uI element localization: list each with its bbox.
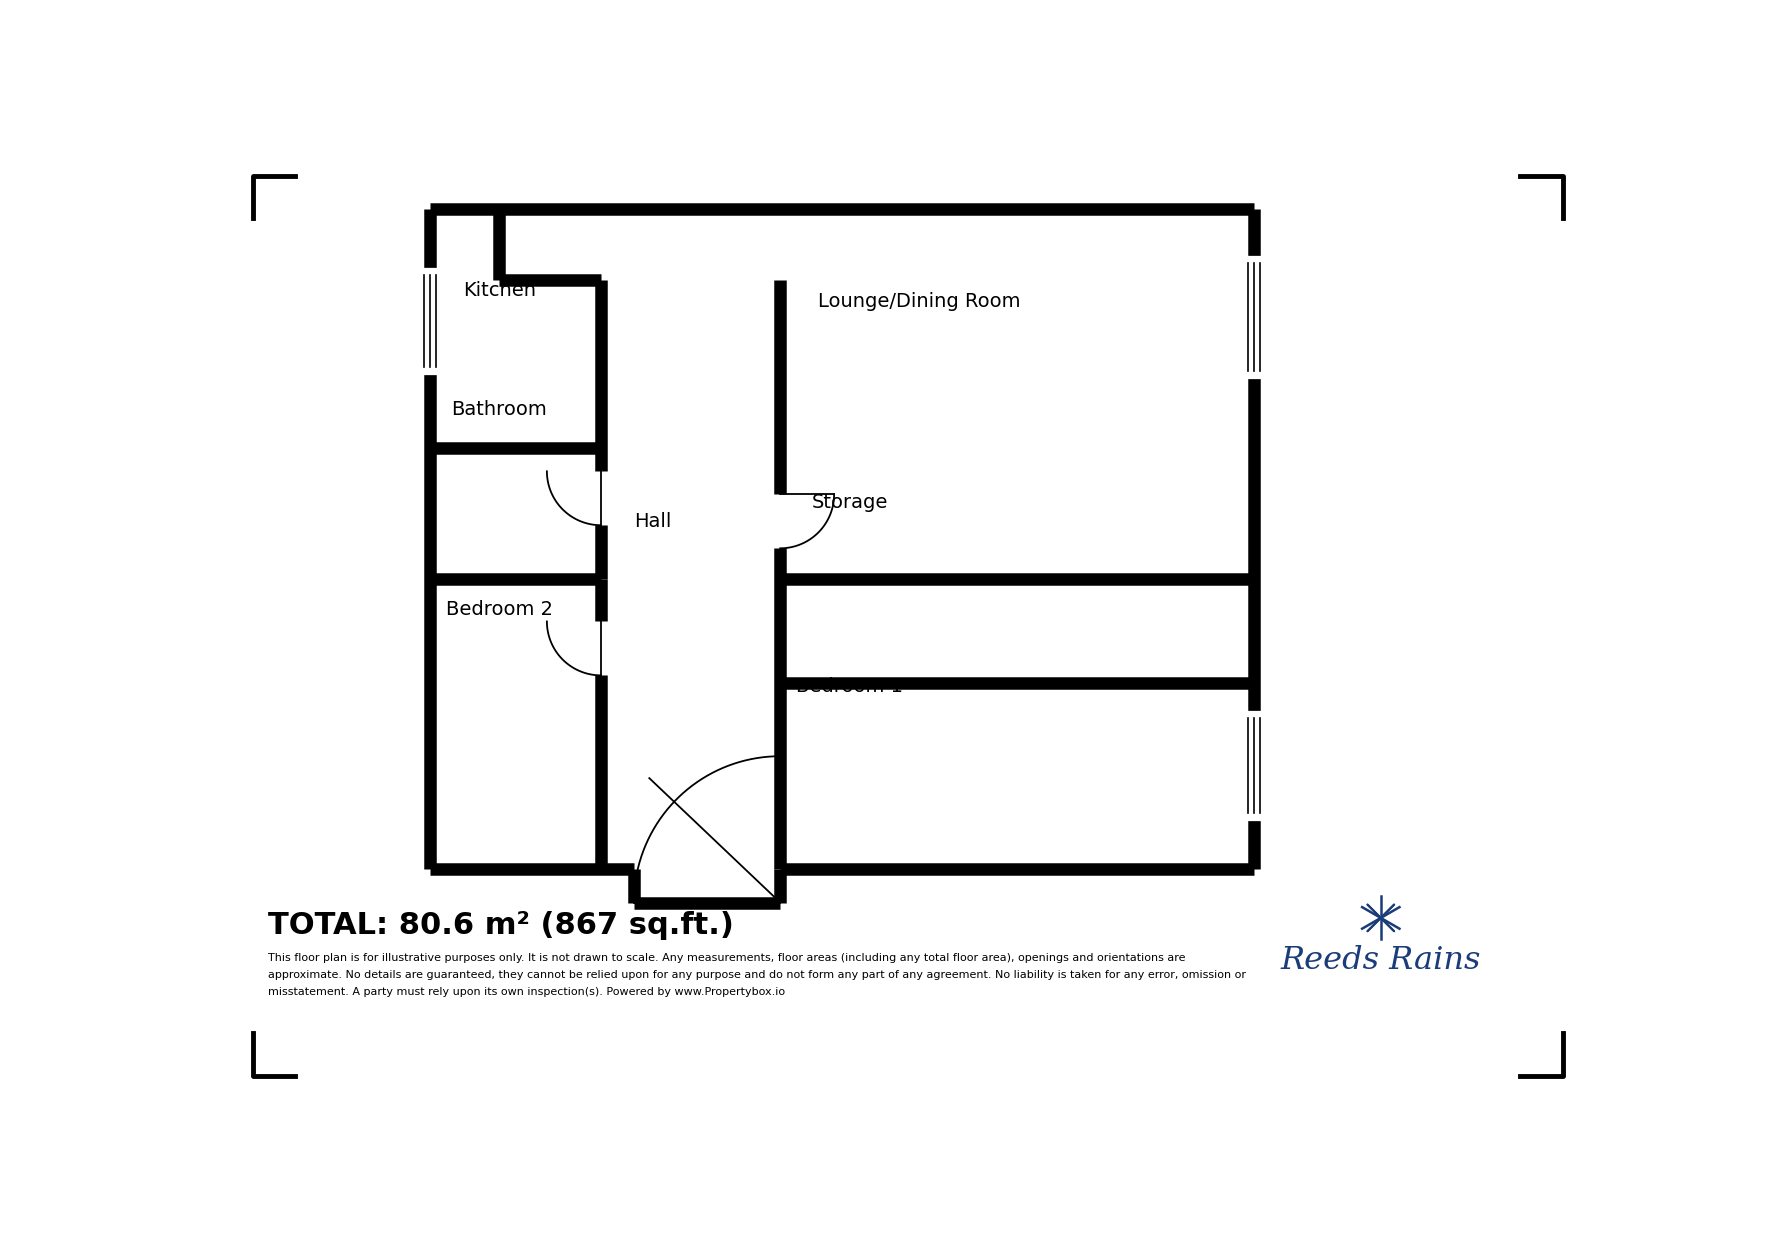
Text: This floor plan is for illustrative purposes only. It is not drawn to scale. Any: This floor plan is for illustrative purp…: [267, 953, 1185, 963]
Text: approximate. No details are guaranteed, they cannot be relied upon for any purpo: approximate. No details are guaranteed, …: [267, 970, 1247, 980]
Text: Kitchen: Kitchen: [462, 281, 535, 300]
Text: Reeds Rains: Reeds Rains: [1280, 945, 1481, 976]
Text: Lounge/Dining Room: Lounge/Dining Room: [818, 292, 1020, 311]
Text: Bedroom 2: Bedroom 2: [446, 601, 553, 620]
Text: Hall: Hall: [634, 512, 671, 530]
Text: misstatement. A party must rely upon its own inspection(s). Powered by www.Prope: misstatement. A party must rely upon its…: [267, 986, 785, 997]
Text: Storage: Storage: [811, 493, 887, 512]
Text: Bathroom: Bathroom: [452, 400, 547, 419]
Text: TOTAL: 80.6 m² (867 sq.ft.): TOTAL: 80.6 m² (867 sq.ft.): [267, 911, 733, 940]
Text: Bedroom 1: Bedroom 1: [795, 678, 903, 696]
